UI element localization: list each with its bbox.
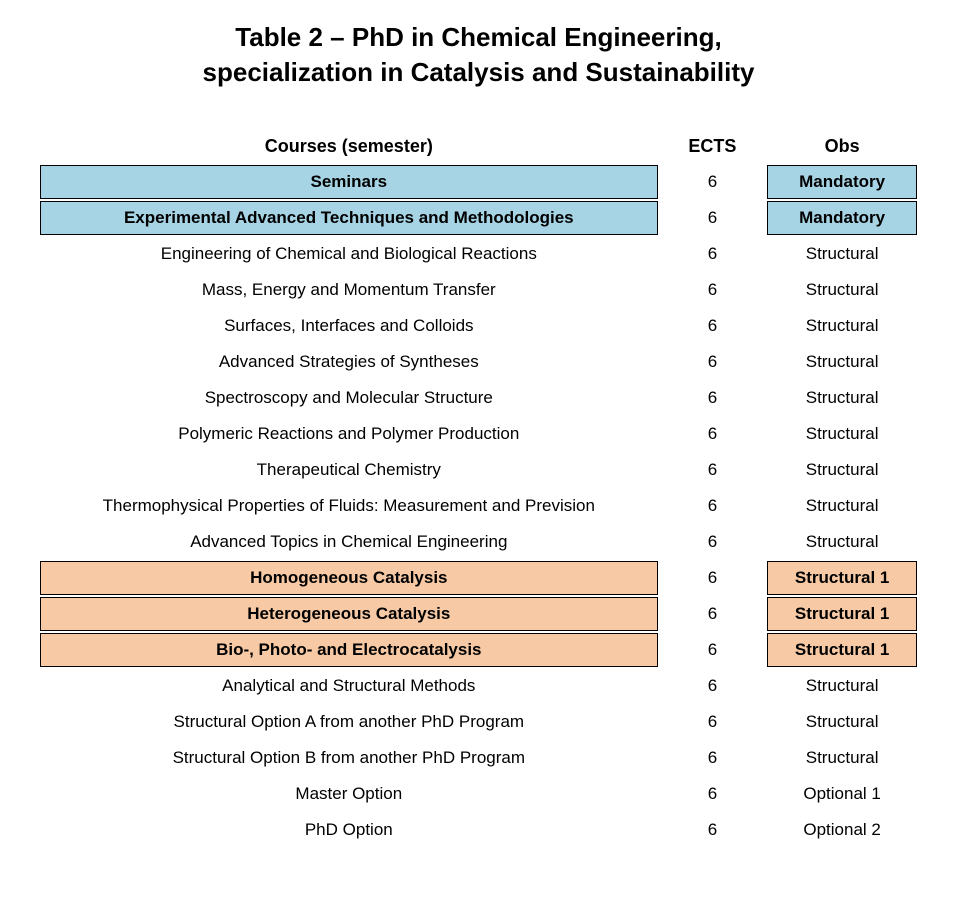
course-obs: Structural	[767, 454, 917, 486]
course-ects: 6	[677, 634, 747, 666]
title-line-2: specialization in Catalysis and Sustaina…	[203, 57, 755, 87]
table-container: Table 2 – PhD in Chemical Engineering, s…	[40, 20, 917, 848]
course-name: Spectroscopy and Molecular Structure	[40, 382, 658, 414]
course-ects: 6	[677, 166, 747, 198]
table-row: Analytical and Structural Methods 6 Struct…	[40, 668, 917, 704]
course-name: Homogeneous Catalysis	[40, 561, 658, 595]
course-name: Seminars	[40, 165, 658, 199]
course-name: Polymeric Reactions and Polymer Producti…	[40, 418, 658, 450]
course-ects: 6	[677, 454, 747, 486]
table-row: Advanced Strategies of Syntheses 6 Structu…	[40, 344, 917, 380]
course-ects: 6	[677, 274, 747, 306]
header-ects: ECTS	[677, 130, 747, 162]
table-row: Thermophysical Properties of Fluids: Mea…	[40, 488, 917, 524]
course-ects: 6	[677, 670, 747, 702]
table-row: Structural Option A from another PhD Pro…	[40, 704, 917, 740]
course-obs: Optional 1	[767, 778, 917, 810]
course-name: Engineering of Chemical and Biological R…	[40, 238, 658, 270]
course-name: Structural Option A from another PhD Pro…	[40, 706, 658, 738]
course-obs: Structural	[767, 310, 917, 342]
course-ects: 6	[677, 562, 747, 594]
table-row: Advanced Topics in Chemical Engineering 6…	[40, 524, 917, 560]
course-obs: Structural	[767, 742, 917, 774]
course-name: Analytical and Structural Methods	[40, 670, 658, 702]
course-obs: Structural	[767, 670, 917, 702]
title-line-1: Table 2 – PhD in Chemical Engineering,	[235, 22, 721, 52]
course-ects: 6	[677, 310, 747, 342]
table-row: Polymeric Reactions and Polymer Producti…	[40, 416, 917, 452]
course-ects: 6	[677, 202, 747, 234]
course-name: Therapeutical Chemistry	[40, 454, 658, 486]
course-name: Thermophysical Properties of Fluids: Mea…	[40, 490, 658, 522]
table-row: Engineering of Chemical and Biological R…	[40, 236, 917, 272]
table-row: PhD Option 6 Optional 2	[40, 812, 917, 848]
course-name: Master Option	[40, 778, 658, 810]
course-name: Advanced Strategies of Syntheses	[40, 346, 658, 378]
course-ects: 6	[677, 526, 747, 558]
course-name: Bio-, Photo- and Electrocatalysis	[40, 633, 658, 667]
courses-table: Courses (semester) ECTS Obs Seminars 6 Man…	[40, 128, 917, 848]
course-name: Mass, Energy and Momentum Transfer	[40, 274, 658, 306]
course-obs: Mandatory	[767, 201, 917, 235]
table-row: Experimental Advanced Techniques and Met…	[40, 200, 917, 236]
course-obs: Structural	[767, 418, 917, 450]
course-name: Surfaces, Interfaces and Colloids	[40, 310, 658, 342]
course-ects: 6	[677, 418, 747, 450]
course-obs: Structural	[767, 238, 917, 270]
course-obs: Structural	[767, 274, 917, 306]
course-ects: 6	[677, 346, 747, 378]
course-ects: 6	[677, 238, 747, 270]
course-ects: 6	[677, 598, 747, 630]
table-row: Structural Option B from another PhD Pro…	[40, 740, 917, 776]
course-obs: Structural 1	[767, 561, 917, 595]
course-obs: Structural 1	[767, 633, 917, 667]
course-obs: Structural	[767, 382, 917, 414]
table-row: Heterogeneous Catalysis 6 Structural 1	[40, 596, 917, 632]
course-ects: 6	[677, 778, 747, 810]
course-obs: Structural	[767, 346, 917, 378]
course-name: PhD Option	[40, 814, 658, 846]
course-name: Heterogeneous Catalysis	[40, 597, 658, 631]
course-name: Advanced Topics in Chemical Engineering	[40, 526, 658, 558]
course-name: Experimental Advanced Techniques and Met…	[40, 201, 658, 235]
table-row: Seminars 6 Mandatory	[40, 164, 917, 200]
table-header-row: Courses (semester) ECTS Obs	[40, 128, 917, 164]
table-row: Bio-, Photo- and Electrocatalysis 6 Struct…	[40, 632, 917, 668]
course-ects: 6	[677, 382, 747, 414]
course-ects: 6	[677, 742, 747, 774]
table-row: Therapeutical Chemistry 6 Structural	[40, 452, 917, 488]
course-obs: Structural	[767, 526, 917, 558]
course-ects: 6	[677, 490, 747, 522]
table-row: Mass, Energy and Momentum Transfer 6 Struc…	[40, 272, 917, 308]
course-obs: Structural	[767, 706, 917, 738]
table-row: Homogeneous Catalysis 6 Structural 1	[40, 560, 917, 596]
header-obs: Obs	[767, 130, 917, 162]
header-course: Courses (semester)	[40, 130, 658, 162]
course-ects: 6	[677, 706, 747, 738]
table-row: Surfaces, Interfaces and Colloids 6 Struct…	[40, 308, 917, 344]
course-obs: Mandatory	[767, 165, 917, 199]
table-title: Table 2 – PhD in Chemical Engineering, s…	[40, 20, 917, 90]
course-obs: Optional 2	[767, 814, 917, 846]
course-name: Structural Option B from another PhD Pro…	[40, 742, 658, 774]
course-ects: 6	[677, 814, 747, 846]
course-obs: Structural 1	[767, 597, 917, 631]
table-row: Master Option 6 Optional 1	[40, 776, 917, 812]
table-row: Spectroscopy and Molecular Structure 6 Str…	[40, 380, 917, 416]
course-obs: Structural	[767, 490, 917, 522]
